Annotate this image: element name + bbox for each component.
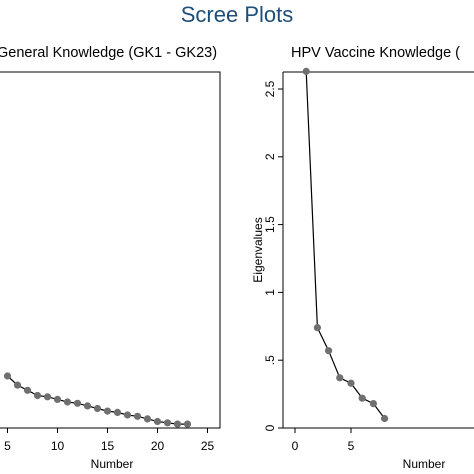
x-tick-label-left: 25	[201, 439, 215, 453]
plot-region-general-knowledge	[0, 71, 221, 429]
gk-data-point-15	[143, 415, 152, 423]
hpv-data-point-6	[358, 394, 366, 402]
gk-data-point-10	[93, 404, 102, 413]
gk-data-point-9	[83, 402, 92, 410]
x-axis-label-hpv: Number	[403, 457, 446, 471]
x-tick-label-right: 0	[292, 439, 299, 453]
x-tick-label-left: 20	[151, 439, 165, 453]
y-tick-label-right: .5	[263, 355, 277, 365]
y-tick-label-right: 1	[263, 289, 277, 296]
x-tick-label-left: 15	[101, 439, 115, 453]
hpv-data-point-4	[336, 374, 344, 382]
gk-data-point-14	[133, 412, 142, 420]
hpv-data-point-1	[302, 67, 310, 75]
panel-title-general-knowledge: General Knowledge (GK1 - GK23)	[0, 45, 217, 61]
y-tick-label-right: 1.5	[263, 216, 277, 233]
y-tick-label-right: 2.5	[263, 80, 277, 97]
gk-data-point-18	[173, 420, 182, 428]
gk-data-point-8	[73, 399, 82, 407]
figure-title: Scree Plots	[181, 2, 294, 27]
gk-data-point-11	[103, 407, 112, 415]
gk-data-point-19	[183, 420, 192, 428]
hpv-series-line	[305, 71, 386, 419]
x-tick-label-left: 10	[51, 439, 65, 453]
x-tick-label-right: 5	[348, 439, 355, 453]
gk-data-point-4	[33, 391, 42, 400]
gk-data-point-6	[53, 395, 62, 403]
hpv-data-point-7	[369, 399, 377, 408]
gk-data-point-5	[43, 393, 52, 401]
gk-data-point-17	[163, 419, 172, 427]
gk-data-point-7	[63, 398, 72, 406]
y-tick-label-right: 2	[263, 153, 277, 160]
y-axis-label-hpv: Eigenvalues	[251, 217, 265, 282]
x-tick-label-left: 5	[4, 439, 11, 453]
gk-data-point-12	[113, 408, 122, 416]
gk-data-point-3	[23, 386, 32, 394]
hpv-data-point-5	[347, 379, 355, 387]
series-general-knowledge	[3, 372, 192, 428]
panel-general-knowledge: General Knowledge (GK1 - GK23) 5 10 15 20 25…	[0, 45, 221, 471]
hpv-data-point-3	[325, 347, 333, 355]
y-axis-hpv: 0 .5 1 1.5 2 2.5	[263, 80, 283, 431]
hpv-data-point-8	[381, 414, 389, 423]
gk-data-point-13	[123, 411, 132, 419]
hpv-data-point-2	[313, 324, 321, 332]
y-tick-label-right: 0	[263, 424, 277, 431]
x-axis-label-general-knowledge: Number	[91, 457, 134, 471]
panel-title-hpv-knowledge: HPV Vaccine Knowledge (	[291, 45, 460, 61]
gk-data-point-16	[153, 417, 162, 426]
gk-data-point-2	[13, 381, 22, 389]
gk-data-point-1	[3, 372, 12, 380]
x-axis-general-knowledge: 5 10 15 20 25	[4, 428, 214, 453]
series-hpv	[302, 67, 389, 423]
